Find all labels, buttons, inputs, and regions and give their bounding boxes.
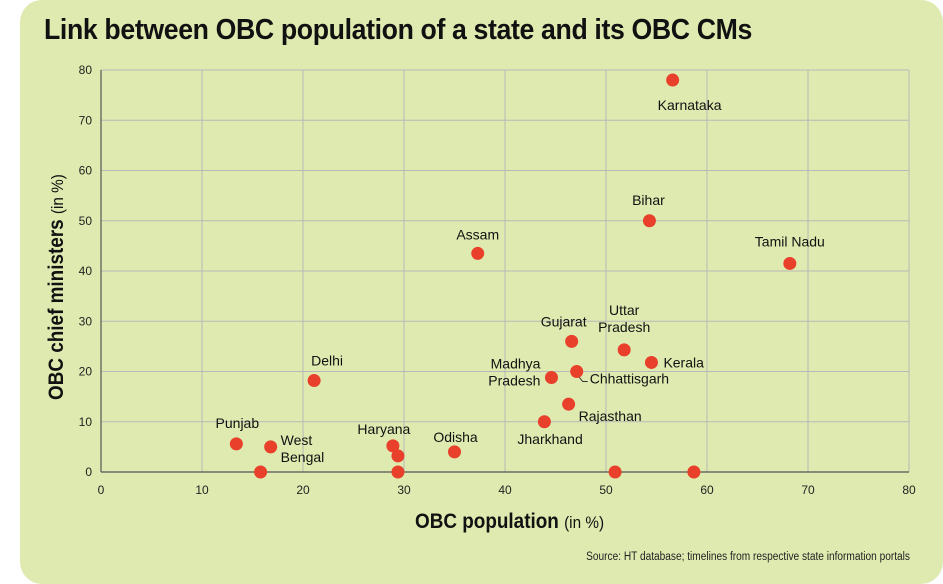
point [391, 465, 405, 479]
point-label: Madhya Pradesh [488, 356, 540, 389]
y-tick-label: 60 [79, 164, 93, 178]
data-points [229, 73, 797, 479]
point-punjab [229, 437, 243, 451]
tick-labels: 0 10 20 30 40 50 60 70 80 0 10 20 30 40 50 60 70 80 [79, 63, 916, 497]
point-label: Rajasthan [579, 408, 642, 424]
point-uttar-pradesh [617, 343, 631, 357]
point-kerala [644, 355, 658, 369]
x-tick-label: 80 [902, 483, 916, 497]
point [608, 465, 622, 479]
point-jharkhand [537, 415, 551, 429]
point-odisha [448, 445, 461, 459]
point-karnataka [666, 73, 680, 87]
x-tick-label: 60 [700, 483, 714, 497]
x-tick-label: 20 [296, 483, 310, 497]
point-madhya-pradesh [544, 371, 558, 385]
point-haryana [386, 439, 400, 453]
x-axis-label: OBC population (in %) [415, 510, 604, 534]
point-label: Chhattisgarh [590, 371, 669, 387]
chart-title: Link between OBC population of a state a… [44, 14, 752, 46]
point-label: West Bengal [281, 432, 325, 465]
x-tick-label: 70 [801, 483, 815, 497]
leader-lines [578, 376, 588, 382]
point-rajasthan [562, 397, 576, 411]
point-label: Kerala [663, 354, 704, 370]
point-label: Haryana [357, 421, 410, 437]
point-label: Gujarat [541, 313, 587, 329]
point-labels: Karnataka Bihar Tamil Nadu Assam Gujarat Utta… [216, 97, 825, 465]
point-label: Karnataka [658, 97, 722, 113]
point-label: Tamil Nadu [755, 233, 825, 249]
point-bihar [642, 214, 656, 228]
x-axis-label-unit: (in %) [564, 513, 605, 532]
y-tick-label: 70 [79, 113, 93, 127]
y-tick-label: 20 [79, 365, 93, 379]
point-label: Odisha [433, 429, 478, 445]
y-tick-label: 40 [79, 264, 93, 278]
y-axis-label: OBC chief ministers (in %) [45, 174, 69, 400]
x-axis-label-main: OBC population [415, 510, 559, 533]
x-tick-label: 40 [498, 483, 512, 497]
point-label: Jharkhand [517, 431, 582, 447]
point-gujarat [565, 334, 579, 348]
point [687, 465, 701, 479]
point-west-bengal [264, 440, 278, 454]
x-tick-label: 30 [397, 483, 411, 497]
point-label: Delhi [311, 353, 343, 369]
source-note: Source: HT database; timelines from resp… [586, 551, 910, 563]
point-tamil-nadu [783, 256, 797, 270]
x-tick-label: 10 [195, 483, 209, 497]
y-tick-label: 30 [79, 314, 93, 328]
point-label: Assam [456, 226, 499, 242]
point-chhattisgarh [570, 365, 584, 378]
point-label: Punjab [216, 415, 260, 431]
x-tick-label: 50 [599, 483, 613, 497]
point-delhi [307, 374, 321, 388]
point [254, 465, 268, 479]
point [391, 449, 405, 463]
y-axis-label-unit: (in %) [48, 174, 67, 215]
grid [101, 69, 910, 472]
point-label: Bihar [632, 192, 665, 208]
y-tick-label: 10 [79, 415, 93, 429]
y-tick-label: 0 [85, 465, 92, 479]
y-axis-label-main: OBC chief ministers [45, 219, 68, 400]
point-assam [471, 246, 485, 260]
y-tick-label: 80 [79, 63, 93, 77]
y-tick-label: 50 [79, 214, 93, 228]
point-label: Uttar Pradesh [598, 302, 650, 335]
axes [100, 70, 909, 473]
x-tick-label: 0 [98, 483, 105, 497]
chart-card [20, 0, 943, 584]
leader-line [578, 376, 588, 382]
